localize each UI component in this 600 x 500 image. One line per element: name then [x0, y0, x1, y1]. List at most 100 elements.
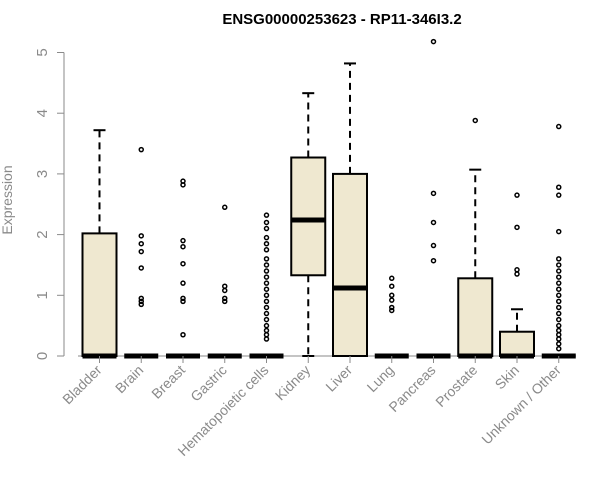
x-tick-label: Skin: [492, 362, 523, 393]
y-tick-label: 2: [34, 230, 51, 238]
outlier-point: [430, 38, 437, 45]
y-tick-label: 3: [34, 170, 51, 178]
x-tick-label: Kidney: [272, 362, 314, 404]
outlier-point: [138, 146, 144, 153]
outlier-point: [556, 345, 562, 352]
outlier-point: [556, 292, 562, 299]
outlier-point: [180, 243, 186, 250]
outlier-point: [263, 332, 270, 338]
y-tick-label: 4: [34, 109, 51, 117]
outlier-point: [430, 257, 437, 264]
outlier-point: [263, 234, 270, 241]
outlier-point: [389, 304, 395, 311]
box-iqr: [332, 172, 368, 357]
outlier-point: [180, 295, 186, 302]
outlier-point: [556, 184, 562, 191]
outlier-point: [263, 274, 270, 280]
x-tick-label: Brain: [112, 362, 146, 396]
outlier-point: [430, 219, 437, 226]
outlier-point: [263, 327, 270, 334]
x-tick-label: Prostate: [432, 362, 480, 410]
outlier-point: [138, 298, 144, 305]
outlier-point: [556, 298, 562, 305]
outlier-point: [556, 268, 562, 274]
outlier-point: [263, 212, 270, 218]
box-prostate: [457, 117, 494, 359]
outlier-point: [556, 322, 562, 329]
outlier-point: [138, 248, 144, 255]
outlier-point: [514, 271, 520, 277]
outlier-point: [263, 280, 270, 286]
outlier-point: [180, 237, 186, 244]
outlier-point: [263, 256, 270, 262]
outlier-point: [222, 283, 228, 289]
outlier-point: [556, 310, 562, 317]
outlier-point: [180, 298, 186, 305]
y-ticks: 0 1 2 3 4 5: [34, 48, 64, 360]
outlier-point: [556, 228, 562, 235]
outlier-point: [556, 256, 562, 262]
outlier-point: [514, 267, 520, 273]
outlier-point: [430, 190, 437, 197]
outlier-point: [556, 262, 562, 268]
outlier-point: [556, 286, 562, 292]
box-brain: [124, 146, 159, 359]
outlier-point: [389, 297, 395, 303]
outlier-point: [138, 233, 144, 239]
outlier-point: [389, 307, 395, 314]
outlier-point: [263, 310, 270, 317]
outlier-point: [263, 322, 270, 329]
outlier-point: [556, 274, 562, 280]
box-breast: [166, 178, 200, 359]
outlier-point: [263, 268, 270, 274]
outlier-point: [556, 327, 562, 334]
outlier-point: [389, 292, 395, 299]
x-tick-label: Bladder: [59, 362, 105, 408]
outlier-point: [556, 316, 562, 323]
box-unknown-other: [541, 123, 576, 359]
box-gastric: [207, 204, 242, 359]
x-tick-label: Liver: [322, 362, 355, 395]
outlier-point: [556, 304, 562, 311]
outlier-point: [263, 292, 270, 299]
box-pancreas: [416, 38, 451, 359]
box-series: [81, 38, 576, 359]
box-bladder: [81, 129, 118, 359]
outlier-point: [263, 286, 270, 292]
box-skin: [499, 192, 535, 359]
outlier-point: [180, 332, 186, 338]
outlier-point: [263, 298, 270, 305]
outlier-point: [556, 192, 562, 198]
y-tick-label: 1: [34, 291, 51, 299]
outlier-point: [263, 219, 270, 226]
outlier-point: [556, 280, 562, 286]
outlier-point: [472, 117, 478, 124]
y-tick-label: 0: [34, 352, 51, 360]
outlier-point: [514, 192, 520, 198]
outlier-point: [263, 225, 270, 232]
outlier-point: [263, 240, 270, 247]
outlier-point: [222, 287, 228, 294]
outlier-point: [389, 283, 395, 289]
box-liver: [332, 62, 368, 357]
box-iqr: [457, 277, 494, 357]
outlier-point: [263, 304, 270, 311]
outlier-point: [430, 242, 437, 249]
box-hematopoietic-cells: [249, 212, 284, 359]
outlier-point: [263, 247, 270, 253]
outlier-point: [222, 295, 228, 302]
x-tick-label: Unknown / Other: [478, 362, 564, 448]
x-tick-label: Lung: [364, 362, 397, 395]
chart-title: ENSG00000253623 - RP11-346I3.2: [222, 11, 461, 28]
box-lung: [374, 275, 409, 359]
outlier-point: [138, 240, 144, 247]
y-axis-label: Expression: [0, 165, 15, 234]
outlier-point: [263, 316, 270, 323]
x-tick-label: Breast: [148, 362, 188, 402]
outlier-point: [556, 123, 562, 130]
outlier-point: [263, 336, 270, 342]
box-iqr: [290, 156, 327, 277]
outlier-point: [138, 301, 144, 308]
